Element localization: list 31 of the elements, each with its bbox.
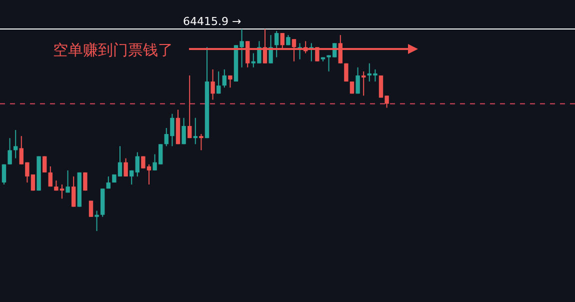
candlestick	[268, 34, 273, 64]
candlestick	[356, 66, 360, 94]
candlestick	[66, 170, 70, 194]
candlestick	[130, 170, 134, 186]
candlestick	[88, 200, 94, 218]
candlestick	[222, 68, 226, 88]
candlestick	[315, 46, 320, 62]
ref-line-label: 64415.9 →	[183, 15, 242, 28]
candlestick	[8, 138, 12, 165]
candlestick	[14, 130, 18, 159]
candlestick	[362, 70, 366, 96]
candlestick	[48, 166, 52, 188]
candlestick	[280, 32, 284, 50]
candlestick	[350, 81, 354, 94]
candlestick	[210, 68, 215, 100]
candlestick	[182, 117, 186, 145]
candlestick	[199, 134, 204, 151]
candlestick	[42, 156, 47, 173]
candlestick	[124, 158, 128, 177]
candlestick	[2, 164, 6, 186]
annotation: 空单赚到门票钱了	[53, 41, 173, 59]
candlestick	[135, 152, 140, 177]
candlestick	[216, 70, 221, 94]
candlestick	[94, 210, 99, 232]
candlestick	[106, 176, 110, 190]
candlestick	[193, 117, 198, 145]
candlestick	[228, 74, 232, 88]
candlestick	[72, 176, 76, 208]
candlestick	[274, 30, 279, 58]
candlestick	[292, 38, 296, 62]
candlestick	[188, 74, 192, 139]
